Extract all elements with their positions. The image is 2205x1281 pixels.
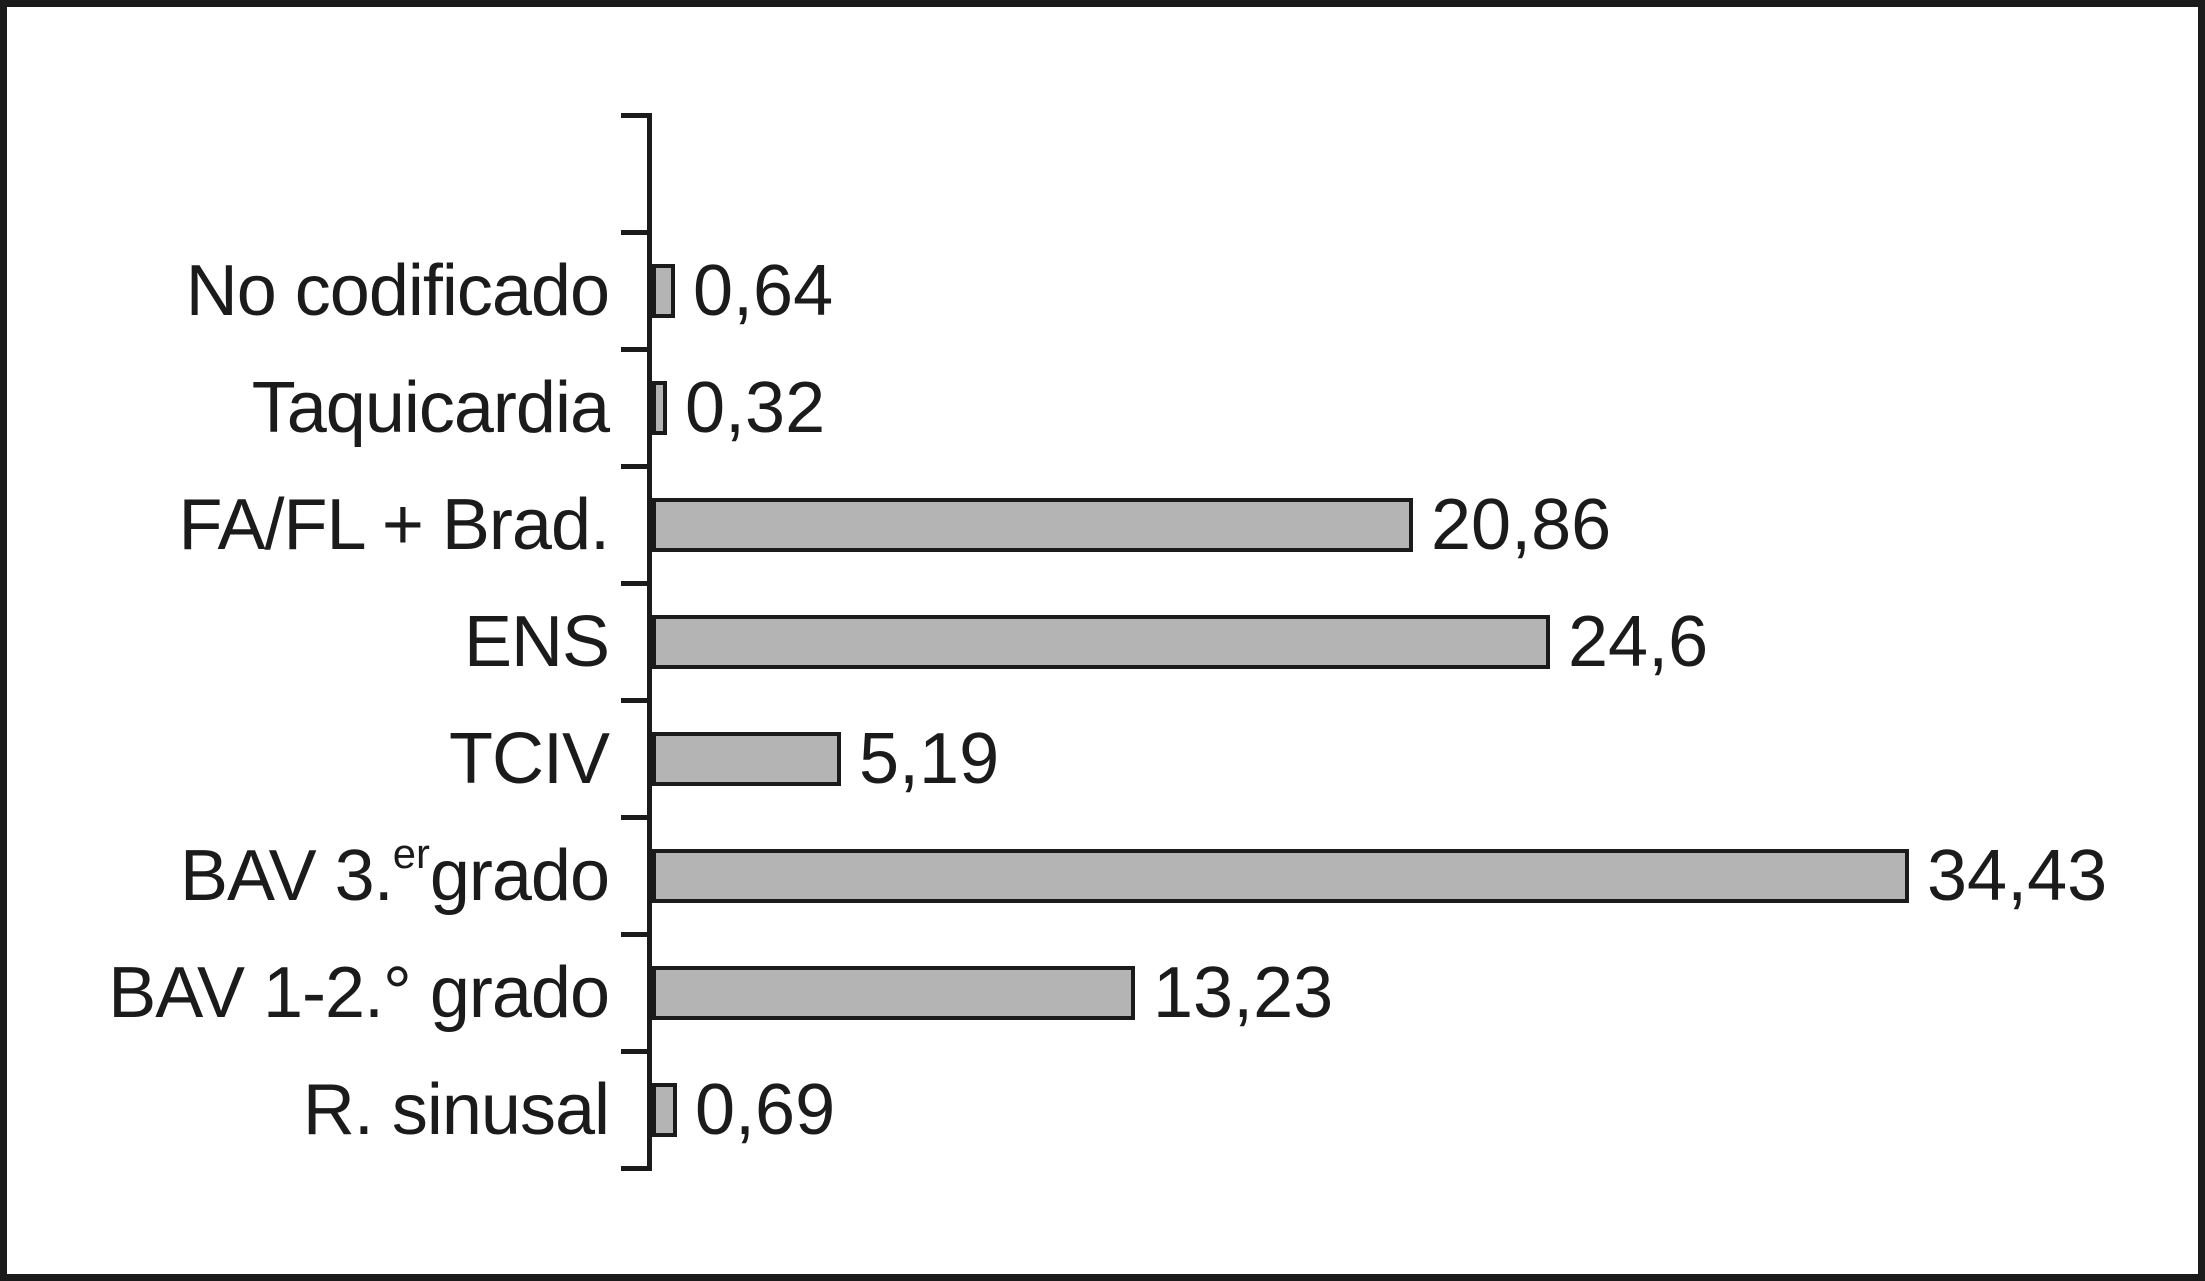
value-label: 20,86 (1431, 485, 1612, 565)
axis-tick (621, 230, 647, 235)
category-label: FA/FL + Brad. (178, 485, 610, 565)
bar-chart: No codificado 0,64 Taquicardia 0,32 FA/FL + … (7, 7, 2198, 1274)
axis-tick (621, 347, 647, 352)
axis-tick (621, 581, 647, 586)
category-label: BAV 1-2.° grado (108, 953, 610, 1033)
category-label: ENS (463, 602, 610, 682)
axis-tick (621, 698, 647, 703)
bar-TCIV (652, 732, 841, 786)
bar-Taquicardia (652, 381, 667, 435)
bar-R. sinusal (652, 1083, 677, 1137)
bar-FA/FL + Brad. (652, 498, 1413, 552)
value-label: 24,6 (1568, 602, 1709, 682)
axis-tick (621, 932, 647, 937)
category-label: BAV 3. er grado (179, 830, 610, 916)
category-label: No codificado (185, 251, 610, 331)
axis-tick (621, 113, 647, 118)
category-label: R. sinusal (302, 1070, 610, 1150)
category-label: TCIV (448, 719, 610, 799)
axis-tick (621, 1049, 647, 1054)
axis-tick (621, 1166, 647, 1171)
value-label: 0,69 (695, 1070, 836, 1150)
value-label: 0,64 (693, 251, 834, 331)
value-label: 0,32 (685, 368, 826, 448)
value-label: 34,43 (1927, 836, 2108, 916)
value-label: 5,19 (859, 719, 1000, 799)
value-label: 13,23 (1153, 953, 1334, 1033)
bar-BAV 3.er grado (652, 849, 1909, 903)
axis-tick (621, 815, 647, 820)
bar-No codificado (652, 264, 675, 318)
bar-BAV 1-2.° grado (652, 966, 1135, 1020)
category-label: Taquicardia (251, 368, 610, 448)
bar-ENS (652, 615, 1550, 669)
axis-tick (621, 464, 647, 469)
category-axis-line (647, 113, 652, 1171)
